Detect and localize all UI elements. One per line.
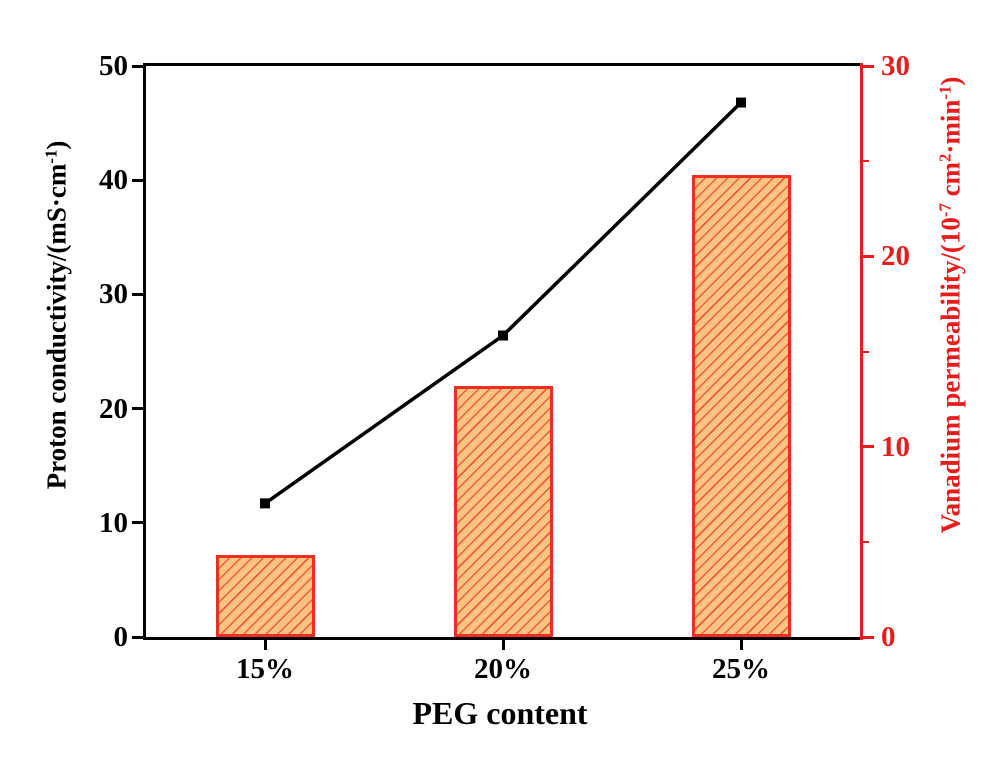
left-axis-tick <box>132 178 143 182</box>
superscript: 2 <box>935 153 955 162</box>
left-axis-tick-label: 10 <box>99 506 128 539</box>
right-axis-tick <box>863 635 874 639</box>
right-axis-tick-label: 20 <box>881 240 910 273</box>
superscript: -7 <box>935 203 955 218</box>
left-axis-tick <box>132 292 143 296</box>
left-axis-tick <box>132 635 143 639</box>
right-axis-title: Vanadium permeability/(10-7 cm2·min-1) <box>935 77 966 534</box>
x-tick-label: 15% <box>236 653 294 685</box>
x-axis-tick <box>501 640 505 650</box>
left-axis-tick <box>132 407 143 411</box>
line-series <box>260 97 746 509</box>
x-tick-label: 20% <box>474 653 532 685</box>
bar-25% <box>691 174 791 637</box>
bar-20% <box>453 385 553 637</box>
bar-15% <box>215 555 315 637</box>
left-axis-tick-label: 20 <box>99 392 128 425</box>
right-axis-minor-tick <box>863 160 869 163</box>
right-axis-line <box>860 63 863 640</box>
superscript: -1 <box>935 85 955 100</box>
x-axis-tick <box>739 640 743 650</box>
x-axis-tick <box>263 640 267 650</box>
x-axis-title: PEG content <box>412 695 588 731</box>
right-axis-minor-tick <box>863 350 869 353</box>
x-tick-label: 25% <box>712 653 770 685</box>
right-axis-tick-label: 0 <box>881 621 896 653</box>
right-axis-minor-tick <box>863 540 869 543</box>
left-axis-tick-label: 0 <box>113 621 129 653</box>
right-axis-tick-label: 30 <box>881 50 910 82</box>
right-axis-tick-label: 10 <box>881 430 910 463</box>
square-marker <box>736 97 746 108</box>
square-marker <box>498 330 508 341</box>
right-axis-tick <box>863 64 874 68</box>
right-axis-tick <box>863 254 874 258</box>
title-text: cm <box>935 161 966 204</box>
left-axis-tick-label: 50 <box>99 50 128 82</box>
left-axis-tick-label: 30 <box>99 278 128 311</box>
plot-area <box>143 63 860 640</box>
square-marker <box>260 498 270 509</box>
proton-conductivity-line <box>263 101 743 505</box>
superscript: -1 <box>41 149 61 164</box>
right-axis-tick <box>863 445 874 449</box>
left-axis-tick <box>132 521 143 525</box>
left-axis-tick-label: 40 <box>99 164 128 197</box>
title-text: ) <box>41 140 72 150</box>
title-text: Proton conductivity/(mS·cm <box>41 163 72 490</box>
left-axis-tick <box>132 64 143 68</box>
title-text: ·min <box>935 99 966 154</box>
